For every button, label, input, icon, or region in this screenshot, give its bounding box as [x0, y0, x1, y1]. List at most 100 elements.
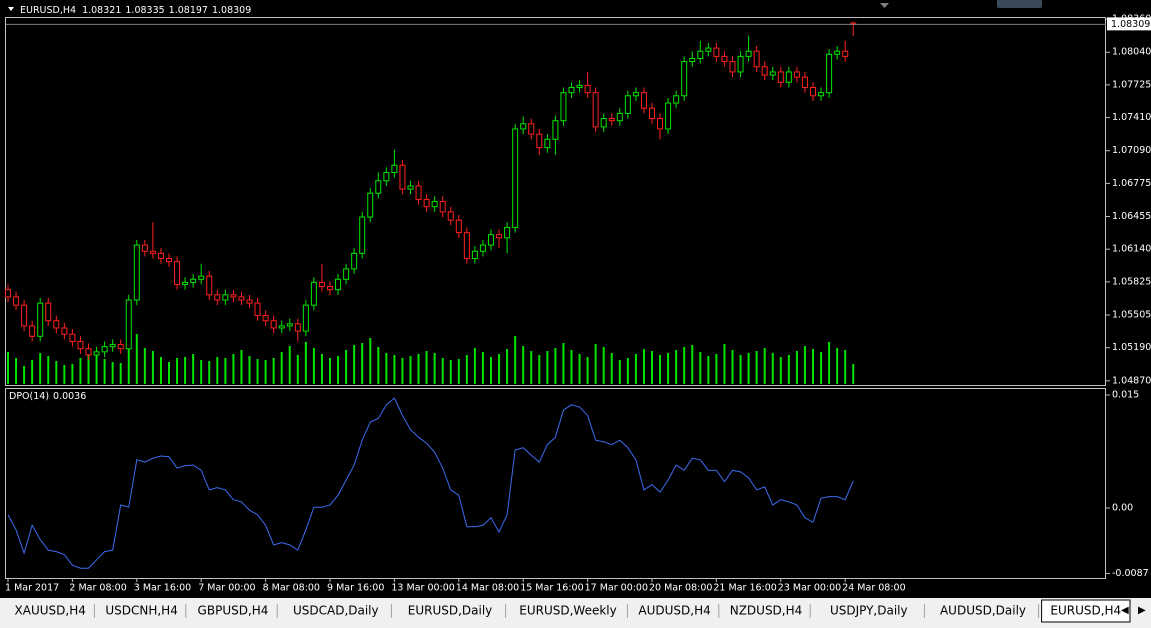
candle-body [206, 275, 213, 296]
candle-body [174, 261, 181, 285]
candle-body [367, 192, 374, 218]
volume-bar [594, 344, 597, 384]
tab-background [630, 602, 719, 620]
candle-body [270, 320, 277, 329]
volume-bar [570, 350, 573, 384]
volume-bar [707, 356, 710, 384]
candle-body [77, 340, 84, 350]
tab-label[interactable]: EURUSD,Daily [408, 604, 493, 618]
menu-arrow[interactable] [8, 7, 14, 11]
candle-body [101, 346, 108, 353]
symbol: EURUSD,H4 [20, 5, 76, 16]
volume-bar [433, 353, 436, 384]
x-tick-label: 17 Mar 00:00 [585, 583, 648, 594]
background [0, 0, 1151, 598]
y-tick-label: 1.04870 [1112, 375, 1151, 386]
x-tick-label: 24 Mar 08:00 [842, 583, 905, 594]
candle-body [463, 232, 470, 260]
volume-bar [135, 334, 138, 384]
scroll-right[interactable]: ▶ [1138, 605, 1146, 616]
tab-label[interactable]: USDCAD,Daily [293, 604, 379, 618]
scroll-left[interactable]: ◀ [1121, 605, 1129, 616]
volume-bar [546, 351, 549, 384]
volume-bar [522, 346, 525, 384]
candle-body [826, 53, 833, 94]
tab-label[interactable]: GBPUSD,H4 [198, 604, 269, 618]
volume-bar [449, 360, 452, 384]
volume-bar [337, 356, 340, 384]
tab-label[interactable]: EURUSD,H4 [1050, 604, 1121, 618]
volume-bar [280, 352, 283, 384]
volume-bar [47, 356, 50, 384]
volume-bar [739, 355, 742, 384]
volume-bar [691, 345, 694, 384]
volume-bar [530, 351, 533, 384]
volume-bar [87, 355, 90, 384]
tabs: XAUUSD,H4 USDCNH,H4 GBPUSD,H4 USDCAD,Daily E… [6, 599, 1131, 623]
candle-body [673, 95, 680, 104]
candle-body [415, 185, 422, 200]
tab-background [97, 602, 186, 620]
candle-body [649, 107, 655, 120]
tab-label[interactable]: EURUSD,Weekly [519, 604, 616, 618]
tab[interactable]: EURUSD,Weekly [508, 602, 628, 620]
candle-body [13, 296, 20, 306]
volume-bar [634, 354, 637, 384]
tab-label[interactable]: NZDUSD,H4 [730, 604, 803, 618]
candle-body [198, 275, 205, 280]
tab-label[interactable]: XAUUSD,H4 [15, 604, 86, 618]
volume-bar [401, 358, 404, 384]
tab[interactable]: EURUSD,H4 [1041, 599, 1131, 623]
volume-bar [747, 353, 750, 384]
y-tick-label: 1.07090 [1112, 145, 1151, 156]
candle-body [93, 351, 100, 356]
tab-label[interactable]: USDJPY,Daily [830, 604, 908, 618]
volume-bar [498, 354, 501, 384]
tab[interactable]: USDJPY,Daily [813, 602, 925, 620]
y-tick-label: 1.06455 [1112, 211, 1151, 222]
candle-body [592, 92, 599, 128]
tab-background [508, 602, 628, 620]
volume-bar [208, 361, 211, 384]
tab[interactable]: EURUSD,Daily [394, 602, 507, 620]
volume-bar [216, 357, 219, 384]
tab[interactable]: NZDUSD,H4 [721, 602, 811, 620]
candle-body [21, 304, 28, 327]
candle-body [327, 286, 333, 291]
x-tick-label: 23 Mar 00:00 [778, 583, 841, 594]
volume-bar [103, 359, 106, 384]
tab-label[interactable]: AUDUSD,Daily [940, 604, 1026, 618]
tab[interactable]: XAUUSD,H4 [6, 602, 95, 620]
volume-bar [304, 342, 307, 384]
y-tick-label: -0.0087 [1112, 568, 1149, 579]
volume-bar [345, 350, 348, 384]
volume-bar [369, 338, 372, 384]
candle-body [254, 302, 261, 317]
volume-bar [264, 360, 267, 384]
candle-body [713, 47, 720, 57]
tab[interactable]: GBPUSD,H4 [188, 602, 278, 620]
volume-bar [642, 349, 645, 384]
tab[interactable]: USDCAD,Daily [280, 602, 392, 620]
tab[interactable]: USDCNH,H4 [97, 602, 187, 620]
volume-bar [71, 364, 74, 384]
shift-marker[interactable] [880, 3, 889, 8]
volume-bar [79, 358, 82, 384]
volume-bar [795, 351, 798, 384]
y-tick-label: 1.06140 [1112, 244, 1151, 255]
tab-label[interactable]: USDCNH,H4 [105, 604, 178, 618]
current-price-label: 1.08309 [1111, 19, 1150, 30]
x-tick-label: 8 Mar 08:00 [263, 583, 320, 594]
volume-bar [272, 358, 275, 384]
tab-background [188, 602, 278, 620]
tab[interactable]: AUDUSD,Daily [927, 602, 1040, 620]
candle-body [447, 211, 454, 221]
volume-bar [651, 351, 653, 384]
x-tick-label: 13 Mar 00:00 [391, 583, 454, 594]
volume-bar [554, 348, 557, 384]
tab[interactable]: AUDUSD,H4 [630, 602, 720, 620]
candle-body [85, 348, 92, 356]
volume-bar [288, 346, 291, 384]
candle-body [383, 171, 390, 182]
tab-label[interactable]: AUDUSD,H4 [638, 604, 710, 618]
